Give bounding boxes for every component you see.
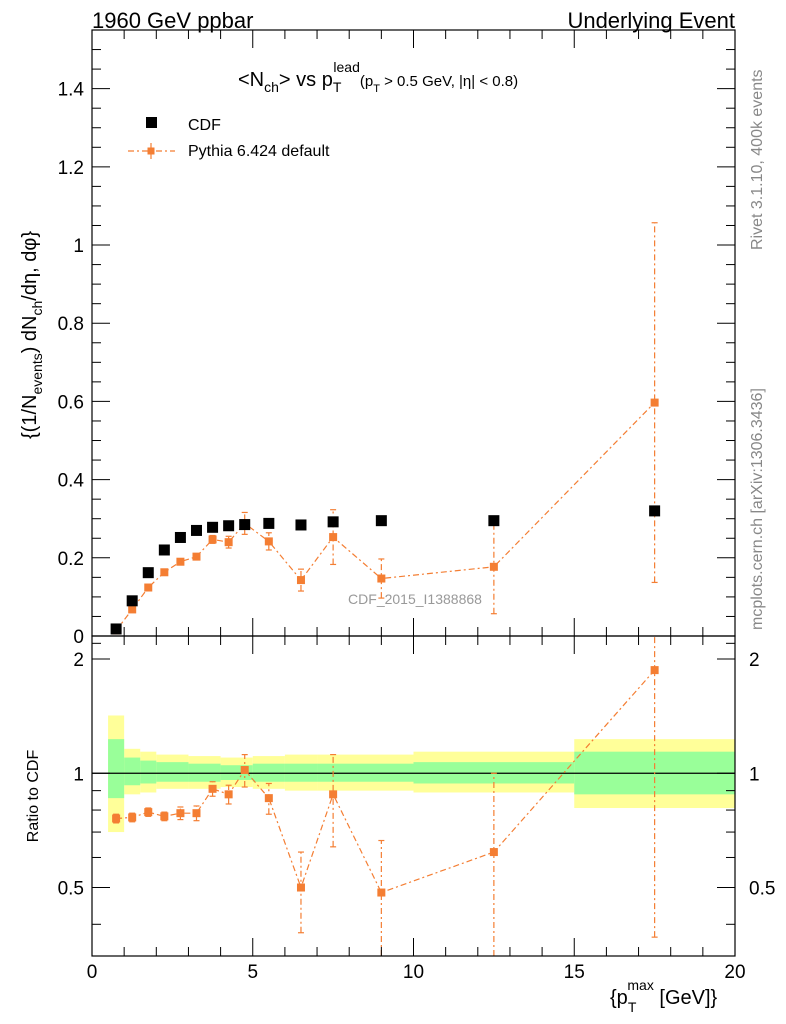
main-title: <Nch> vs pTlead(pT > 0.5 GeV, |η| < 0.8): [238, 59, 518, 95]
mcplots-label: mcplots.cern.ch [arXiv:1306.3436]: [749, 388, 766, 630]
main-ytick-label: 0.4: [58, 471, 85, 492]
main-ytick-label: 1: [73, 236, 84, 257]
cdf-point: [142, 567, 154, 579]
ratio-ytick-label: 1: [73, 764, 84, 785]
main-ytick-label: 1.2: [58, 158, 84, 179]
pythia-point: [377, 574, 386, 583]
pythia-point: [208, 535, 217, 544]
ratio-pythia-point: [144, 808, 153, 817]
cdf-point: [223, 520, 235, 532]
main-ytick-label: 0.8: [58, 314, 84, 335]
ratio-pythia-point: [112, 814, 121, 823]
cdf-point: [488, 515, 500, 527]
cdf-point: [327, 516, 339, 528]
cdf-point: [295, 519, 307, 531]
pythia-point: [650, 398, 659, 407]
x-tick-label: 0: [87, 962, 98, 983]
cdf-point: [190, 524, 202, 536]
main-ytick-label: 0.2: [58, 549, 84, 570]
ratio-ytick-label-right: 0.5: [749, 879, 775, 900]
rivet-label: Rivet 3.1.10, 400k events: [749, 69, 766, 250]
cdf-point: [263, 517, 275, 529]
cdf-point: [158, 544, 170, 556]
pythia-point: [176, 557, 185, 566]
ratio-pythia-point: [296, 883, 305, 892]
legend-cdf-label: CDF: [188, 117, 221, 134]
ratio-pythia-point: [224, 790, 233, 799]
pythia-point: [192, 552, 201, 561]
main-ytick-label: 0: [73, 627, 84, 648]
pythia-point: [128, 605, 137, 614]
cdf-point: [207, 521, 219, 533]
cdf-point: [239, 519, 251, 531]
pythia-line: [115, 402, 656, 631]
cdf-point: [375, 515, 387, 527]
ratio-band-inner: [140, 760, 157, 784]
cdf-point: [126, 595, 138, 607]
ratio-ytick-label: 2: [73, 650, 84, 671]
ratio-pythia-point: [377, 888, 386, 897]
ratio-pythia-point: [650, 666, 659, 675]
x-tick-label: 5: [247, 962, 258, 983]
x-axis-label: {pTmax [GeV]}: [610, 977, 718, 1015]
ratio-pythia-point: [192, 809, 201, 818]
ratio-pythia-point: [264, 794, 273, 803]
ratio-ytick-label: 0.5: [58, 879, 84, 900]
cdf-point: [174, 531, 186, 543]
main-ytick-label: 0.6: [58, 392, 84, 413]
ratio-band-inner: [124, 757, 141, 786]
ratio-band-inner: [156, 762, 189, 782]
pythia-point: [224, 538, 233, 547]
main-ytick-label: 1.4: [58, 80, 85, 101]
x-tick-label: 15: [564, 962, 585, 983]
pythia-point: [296, 576, 305, 585]
pythia-point: [489, 562, 498, 571]
legend-cdf-marker: [146, 117, 157, 128]
ratio-pythia-point: [128, 813, 137, 822]
ratio-pythia-point: [329, 790, 338, 799]
ratio-pythia-point: [240, 766, 249, 775]
ratio-pythia-point: [208, 784, 217, 793]
ratio-ylabel: Ratio to CDF: [25, 750, 42, 843]
ratio-pythia-point: [176, 809, 185, 818]
x-tick-label: 10: [403, 962, 424, 983]
watermark: CDF_2015_I1388868: [348, 591, 482, 607]
ratio-pythia-point: [489, 848, 498, 857]
legend: CDF Pythia 6.424 default: [128, 117, 330, 160]
ratio-ytick-label-right: 1: [749, 764, 760, 785]
ratio-band-inner: [108, 739, 125, 799]
header-right: Underlying Event: [567, 8, 735, 33]
pythia-point: [160, 568, 169, 577]
main-ylabel: {(1/Nevents) dNch/dη, dφ}: [19, 231, 45, 439]
pythia-point: [144, 583, 153, 592]
ratio-panel: 0.5 0.5 1 1 2 2 Ratio to CDF 0 5 10 15 20 {pTmax …: [25, 635, 775, 1015]
ratio-pythia-point: [160, 812, 169, 821]
legend-pythia-marker: [147, 147, 155, 155]
x-tick-label: 20: [724, 962, 745, 983]
main-panel: 0 0.2 0.4 0.6 0.8 1 1.2 1.4 <Nch> vs pTlead(pT …: [19, 29, 736, 648]
pythia-point: [329, 533, 338, 542]
ratio-ytick-label-right: 2: [749, 650, 760, 671]
legend-pythia-label: Pythia 6.424 default: [188, 143, 330, 160]
cdf-point: [110, 623, 122, 635]
pythia-point: [264, 537, 273, 546]
cdf-point: [649, 505, 661, 517]
header-left: 1960 GeV ppbar: [92, 8, 253, 33]
